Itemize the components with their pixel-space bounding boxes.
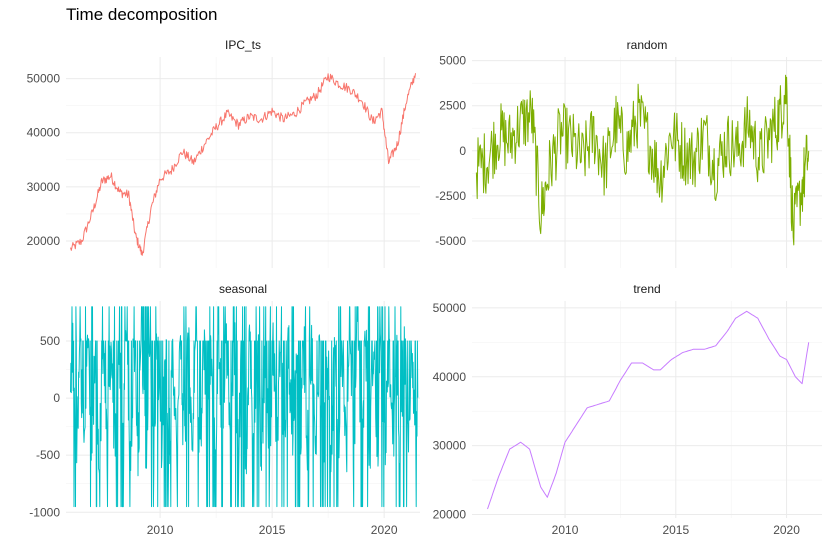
strip-label-IPC_ts: IPC_ts [225,38,261,52]
x-tick-label: 2020 [371,523,398,537]
y-tick-label: 30000 [433,439,467,453]
y-tick-label: 500 [40,334,60,348]
strip-label-seasonal: seasonal [219,282,267,296]
y-tick-label: 2500 [439,99,466,113]
y-tick-label: 20000 [433,508,467,522]
series-line-IPC_ts [70,73,416,256]
y-tick-label: -2500 [435,189,466,203]
y-tick-label: -5000 [435,234,466,248]
y-tick-label: -1000 [29,505,60,519]
y-tick-label: -500 [36,448,60,462]
panel-seasonal: seasonal -1000 -500 0 500 2010 2015 2020 [29,282,420,537]
panel-IPC_ts: IPC_ts 20000 30000 40000 50000 [27,38,420,268]
panel-random: random -5000 -2500 0 2500 5000 [435,38,822,268]
y-tick-label: 5000 [439,54,466,68]
x-tick-label: 2010 [552,523,579,537]
x-tick-label: 2015 [259,523,286,537]
x-tick-label: 2015 [662,523,689,537]
y-tick-label: 50000 [27,72,61,86]
y-tick-label: 30000 [27,180,61,194]
panel-trend: trend 20000 30000 40000 50000 2010 2015 2020 [433,282,822,537]
y-tick-label: 40000 [27,126,61,140]
y-tick-label: 0 [459,144,466,158]
series-line-seasonal [70,306,419,508]
strip-label-random: random [627,38,668,52]
y-tick-label: 0 [53,391,60,405]
strip-label-trend: trend [633,282,660,296]
y-tick-label: 40000 [433,370,467,384]
x-tick-label: 2010 [147,523,174,537]
y-tick-label: 20000 [27,234,61,248]
x-tick-label: 2020 [773,523,800,537]
series-line-trend [487,310,810,510]
y-tick-label: 50000 [433,301,467,315]
series-line-random [475,74,810,246]
figure-title: Time decomposition [66,5,218,24]
